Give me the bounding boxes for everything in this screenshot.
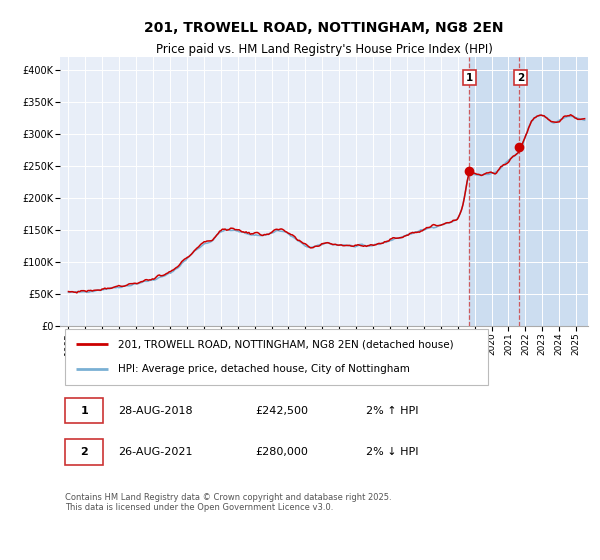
Text: HPI: Average price, detached house, City of Nottingham: HPI: Average price, detached house, City… — [118, 364, 410, 374]
Text: £242,500: £242,500 — [256, 406, 308, 416]
FancyBboxPatch shape — [65, 329, 488, 385]
Text: 2% ↓ HPI: 2% ↓ HPI — [366, 447, 419, 457]
FancyBboxPatch shape — [65, 440, 103, 465]
Text: 1: 1 — [80, 406, 88, 416]
Text: 2: 2 — [80, 447, 88, 457]
Text: 2: 2 — [517, 73, 524, 83]
Text: 1: 1 — [466, 73, 473, 83]
Text: £280,000: £280,000 — [256, 447, 308, 457]
Text: 201, TROWELL ROAD, NOTTINGHAM, NG8 2EN (detached house): 201, TROWELL ROAD, NOTTINGHAM, NG8 2EN (… — [118, 339, 454, 349]
Text: 26-AUG-2021: 26-AUG-2021 — [118, 447, 193, 457]
Text: 28-AUG-2018: 28-AUG-2018 — [118, 406, 193, 416]
Bar — [469, 57, 588, 326]
Text: Contains HM Land Registry data © Crown copyright and database right 2025.
This d: Contains HM Land Registry data © Crown c… — [65, 493, 392, 512]
Text: Price paid vs. HM Land Registry's House Price Index (HPI): Price paid vs. HM Land Registry's House … — [155, 43, 493, 57]
Text: 201, TROWELL ROAD, NOTTINGHAM, NG8 2EN: 201, TROWELL ROAD, NOTTINGHAM, NG8 2EN — [144, 21, 504, 35]
Text: 2% ↑ HPI: 2% ↑ HPI — [366, 406, 419, 416]
FancyBboxPatch shape — [65, 398, 103, 423]
